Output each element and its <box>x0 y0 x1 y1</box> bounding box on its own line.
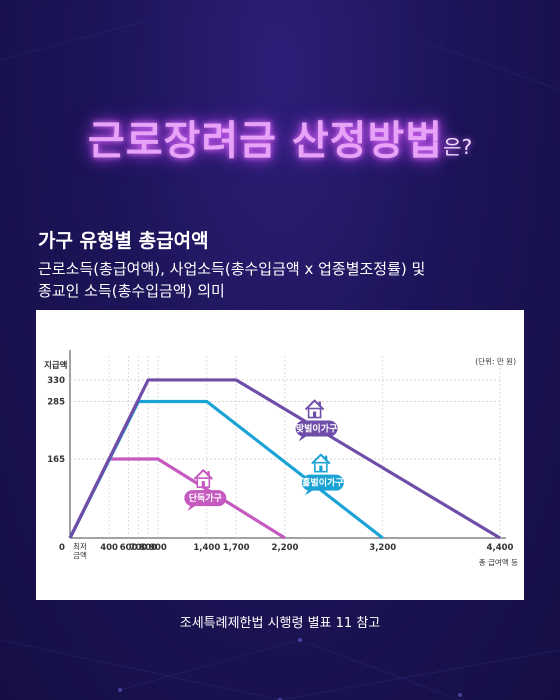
series-line <box>68 378 501 540</box>
x-tick-label: 800 <box>139 543 157 553</box>
series-label: 단독가구 <box>189 492 222 504</box>
x-tick-label: 600 <box>120 543 138 553</box>
y-tick-label: 285 <box>47 398 65 408</box>
pin-tail <box>298 434 308 442</box>
series-line <box>68 399 384 540</box>
y-tick-label: 330 <box>47 376 65 386</box>
house-icon <box>193 469 214 488</box>
pin-bubble <box>301 474 344 491</box>
y-tick-label: 165 <box>47 455 65 465</box>
title-block: 근로장려금 산정방법은? <box>0 108 560 166</box>
source-note: 조세특례제한법 시행령 별표 11 참고 <box>179 616 381 631</box>
x-tick-label-min-2: 금액 <box>73 550 87 560</box>
x-tick-label: 2,200 <box>272 543 299 553</box>
x-tick-label-min: 최저 <box>73 541 87 551</box>
legend-pin: 홑벌이가구 <box>301 453 344 496</box>
pin-bubble <box>295 420 338 437</box>
y-axis-label: 지급액 <box>44 360 68 371</box>
legend-pin: 맞벌이가구 <box>295 399 338 442</box>
x-tick-label: 700 <box>130 543 148 553</box>
description-line-2: 종교인 소득(총수입금액) 의미 <box>38 282 225 300</box>
x-tick-label: 3,200 <box>369 543 396 553</box>
pin-tail <box>187 504 197 512</box>
title-suffix: 은? <box>443 135 473 159</box>
x-tick-label: 1,400 <box>193 543 220 553</box>
chart-legend-pins: 단독가구 홑벌이가구 맞벌이가구 <box>184 399 344 512</box>
house-icon <box>311 453 331 473</box>
x-tick-label: 4,400 <box>487 543 514 553</box>
description-line-1: 근로소득(총급여액), 사업소득(총수입금액 x 업종별조정률) 및 <box>38 260 426 278</box>
pin-bubble <box>184 490 227 507</box>
house-icon <box>304 399 325 419</box>
x-tick-label: 1,700 <box>223 543 250 553</box>
unit-note: (단위: 만 원) <box>475 356 516 366</box>
x-axis-label: 총 급여액 등 <box>479 557 518 567</box>
page-title: 근로장려금 산정방법 <box>87 118 444 164</box>
x-tick-label: 900 <box>149 543 167 553</box>
series-label: 맞벌이가구 <box>296 423 337 435</box>
section-heading: 가구 유형별 총급여액 <box>38 230 209 252</box>
legend-pin: 단독가구 <box>184 469 227 512</box>
chart-grid <box>69 350 506 539</box>
x-tick-label: 400 <box>100 543 118 553</box>
pin-tail <box>304 488 314 496</box>
section-description: 근로소득(총급여액), 사업소득(총수입금액 x 업종별조정률) 및 종교인 소… <box>38 258 528 302</box>
series-label: 홑벌이가구 <box>302 477 343 489</box>
chart-panel: 165 285 330 0 400 600 700 800 900 1,400 1,700 2,200… <box>36 310 524 600</box>
x-tick-label: 0 <box>59 543 65 553</box>
